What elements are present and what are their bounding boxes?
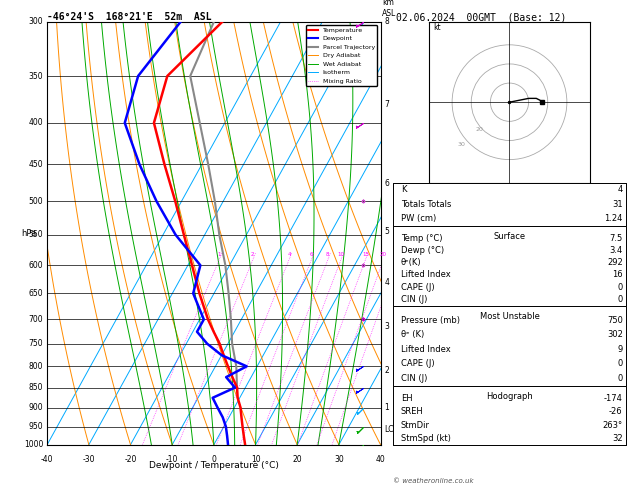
Text: 10: 10 (251, 455, 260, 464)
Text: 600: 600 (28, 261, 43, 270)
Text: 900: 900 (28, 403, 43, 412)
Text: K: K (401, 185, 406, 194)
Text: CAPE (J): CAPE (J) (401, 360, 434, 368)
Text: 2: 2 (251, 252, 255, 257)
Text: -174: -174 (604, 394, 623, 403)
Text: 5: 5 (384, 227, 389, 236)
Text: © weatheronline.co.uk: © weatheronline.co.uk (393, 478, 474, 484)
Text: LCL: LCL (384, 425, 398, 434)
Text: 292: 292 (607, 258, 623, 267)
Text: 1: 1 (384, 403, 389, 412)
Text: 302: 302 (607, 330, 623, 339)
Text: SREH: SREH (401, 407, 423, 417)
Text: 700: 700 (28, 315, 43, 324)
Text: 40: 40 (376, 455, 386, 464)
Text: 0: 0 (618, 374, 623, 383)
Text: km
ASL: km ASL (382, 0, 396, 17)
Text: Temp (°C): Temp (°C) (401, 234, 442, 243)
Text: StmDir: StmDir (401, 420, 430, 430)
Text: -20: -20 (125, 455, 136, 464)
Text: 300: 300 (28, 17, 43, 26)
Text: PW (cm): PW (cm) (401, 214, 436, 223)
Text: 8: 8 (326, 252, 330, 257)
Text: 1: 1 (218, 252, 221, 257)
Text: 550: 550 (28, 230, 43, 239)
Text: Totals Totals: Totals Totals (401, 200, 451, 208)
Text: -40: -40 (41, 455, 53, 464)
Text: 30: 30 (334, 455, 344, 464)
Text: 263°: 263° (603, 420, 623, 430)
Text: Surface: Surface (493, 232, 526, 241)
Text: 20: 20 (475, 127, 483, 132)
Text: 750: 750 (607, 316, 623, 325)
Text: 31: 31 (612, 200, 623, 208)
Text: 25: 25 (394, 252, 401, 257)
Text: 750: 750 (28, 339, 43, 348)
Text: 850: 850 (29, 383, 43, 392)
Text: θᵉ(K): θᵉ(K) (401, 258, 421, 267)
Text: -10: -10 (166, 455, 179, 464)
Text: 0: 0 (618, 295, 623, 304)
Text: 500: 500 (28, 197, 43, 206)
Text: 1.24: 1.24 (604, 214, 623, 223)
Text: CAPE (J): CAPE (J) (401, 283, 434, 292)
Text: 2: 2 (384, 366, 389, 375)
Text: 7.5: 7.5 (610, 234, 623, 243)
Text: 950: 950 (28, 422, 43, 431)
Text: 1000: 1000 (24, 440, 43, 449)
Text: 4: 4 (287, 252, 291, 257)
Text: 4: 4 (384, 278, 389, 287)
Text: 7: 7 (384, 101, 389, 109)
Text: Most Unstable: Most Unstable (479, 312, 540, 321)
Text: -30: -30 (82, 455, 95, 464)
Text: CIN (J): CIN (J) (401, 295, 427, 304)
Text: kt: kt (433, 22, 440, 32)
Text: 20: 20 (292, 455, 302, 464)
Text: 3: 3 (384, 322, 389, 331)
Text: 4: 4 (618, 185, 623, 194)
Text: -46°24'S  168°21'E  52m  ASL: -46°24'S 168°21'E 52m ASL (47, 12, 212, 22)
X-axis label: Dewpoint / Temperature (°C): Dewpoint / Temperature (°C) (149, 461, 279, 470)
Text: Mixing Ratio (g/kg): Mixing Ratio (g/kg) (406, 197, 415, 270)
Text: 32: 32 (612, 434, 623, 443)
Text: 15: 15 (362, 252, 369, 257)
Text: 650: 650 (28, 289, 43, 298)
Text: 0: 0 (618, 360, 623, 368)
Text: 16: 16 (612, 271, 623, 279)
Text: 450: 450 (28, 160, 43, 169)
Text: Hodograph: Hodograph (486, 392, 533, 400)
Text: 350: 350 (28, 71, 43, 81)
Text: Lifted Index: Lifted Index (401, 345, 450, 354)
Text: 6: 6 (384, 179, 389, 188)
Text: 02.06.2024  00GMT  (Base: 12): 02.06.2024 00GMT (Base: 12) (396, 12, 567, 22)
Text: θᵉ (K): θᵉ (K) (401, 330, 424, 339)
Text: hPa: hPa (21, 229, 36, 238)
Text: CIN (J): CIN (J) (401, 374, 427, 383)
Text: EH: EH (401, 394, 412, 403)
Text: Lifted Index: Lifted Index (401, 271, 450, 279)
Text: 800: 800 (29, 362, 43, 371)
Text: 3.4: 3.4 (610, 246, 623, 255)
Text: 9: 9 (618, 345, 623, 354)
Text: 400: 400 (28, 119, 43, 127)
Text: 0: 0 (211, 455, 216, 464)
Text: 0: 0 (618, 283, 623, 292)
Text: 10: 10 (337, 252, 344, 257)
Legend: Temperature, Dewpoint, Parcel Trajectory, Dry Adiabat, Wet Adiabat, Isotherm, Mi: Temperature, Dewpoint, Parcel Trajectory… (306, 25, 377, 87)
Text: Pressure (mb): Pressure (mb) (401, 316, 460, 325)
Text: 20: 20 (380, 252, 387, 257)
Text: 30: 30 (458, 142, 465, 147)
Text: 6: 6 (309, 252, 313, 257)
Text: -26: -26 (609, 407, 623, 417)
Text: StmSpd (kt): StmSpd (kt) (401, 434, 450, 443)
Text: 8: 8 (384, 17, 389, 26)
Text: Dewp (°C): Dewp (°C) (401, 246, 444, 255)
